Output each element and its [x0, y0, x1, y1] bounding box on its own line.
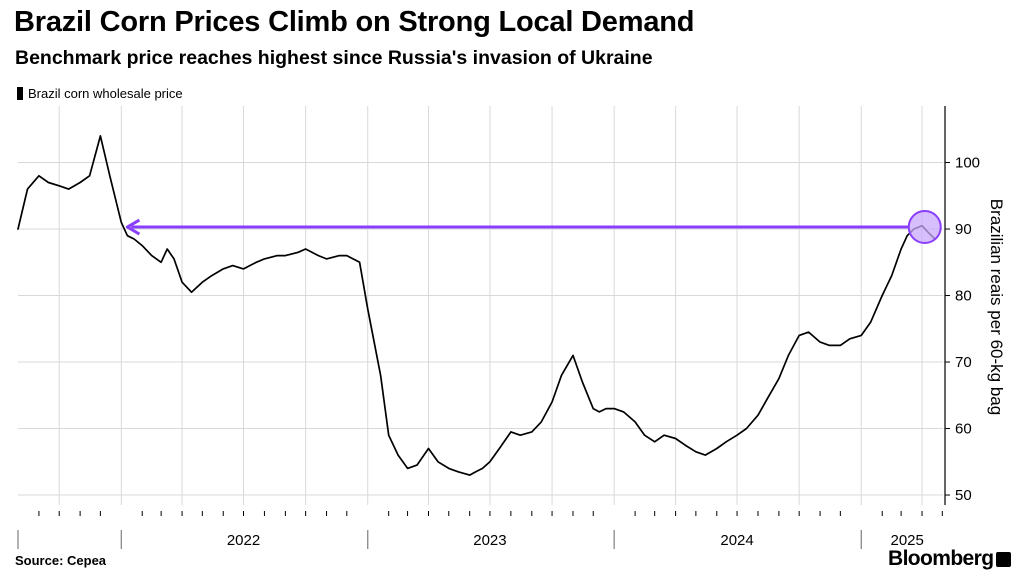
series-line-0: [17, 135, 936, 476]
legend-label: Brazil corn wholesale price: [28, 86, 183, 101]
y-tick-label: 80: [955, 288, 972, 305]
axes: 50 60 70 80 90 100 2022 2023 2024 2025: [17, 106, 980, 549]
brand-logo: Bloomberg: [888, 547, 994, 570]
x-tick-label: 2023: [473, 532, 506, 549]
x-tick-label: 2025: [891, 532, 924, 549]
series: [17, 135, 936, 476]
x-tick-label: 2024: [720, 532, 753, 549]
gridlines: [18, 106, 943, 505]
bloomberg-terminal-icon: [996, 552, 1011, 567]
y-tick-label: 60: [955, 421, 972, 438]
y-tick-label: 70: [955, 354, 972, 371]
arrow-head: [125, 218, 141, 236]
x-tick-label: 2022: [227, 532, 260, 549]
annotation: [125, 210, 942, 245]
y-tick-label: 90: [955, 221, 972, 238]
y-axis-title: Brazilian reais per 60-kg bag: [987, 199, 1006, 415]
source-note: Source: Cepea: [15, 553, 107, 568]
chart-title: Brazil Corn Prices Climb on Strong Local…: [14, 6, 695, 38]
y-tick-label: 100: [955, 155, 980, 172]
legend-swatch: [17, 87, 23, 100]
highlight-circle: [907, 210, 942, 245]
legend: Brazil corn wholesale price: [17, 86, 183, 101]
chart-subtitle: Benchmark price reaches highest since Ru…: [15, 47, 653, 69]
y-tick-label: 50: [955, 487, 972, 504]
